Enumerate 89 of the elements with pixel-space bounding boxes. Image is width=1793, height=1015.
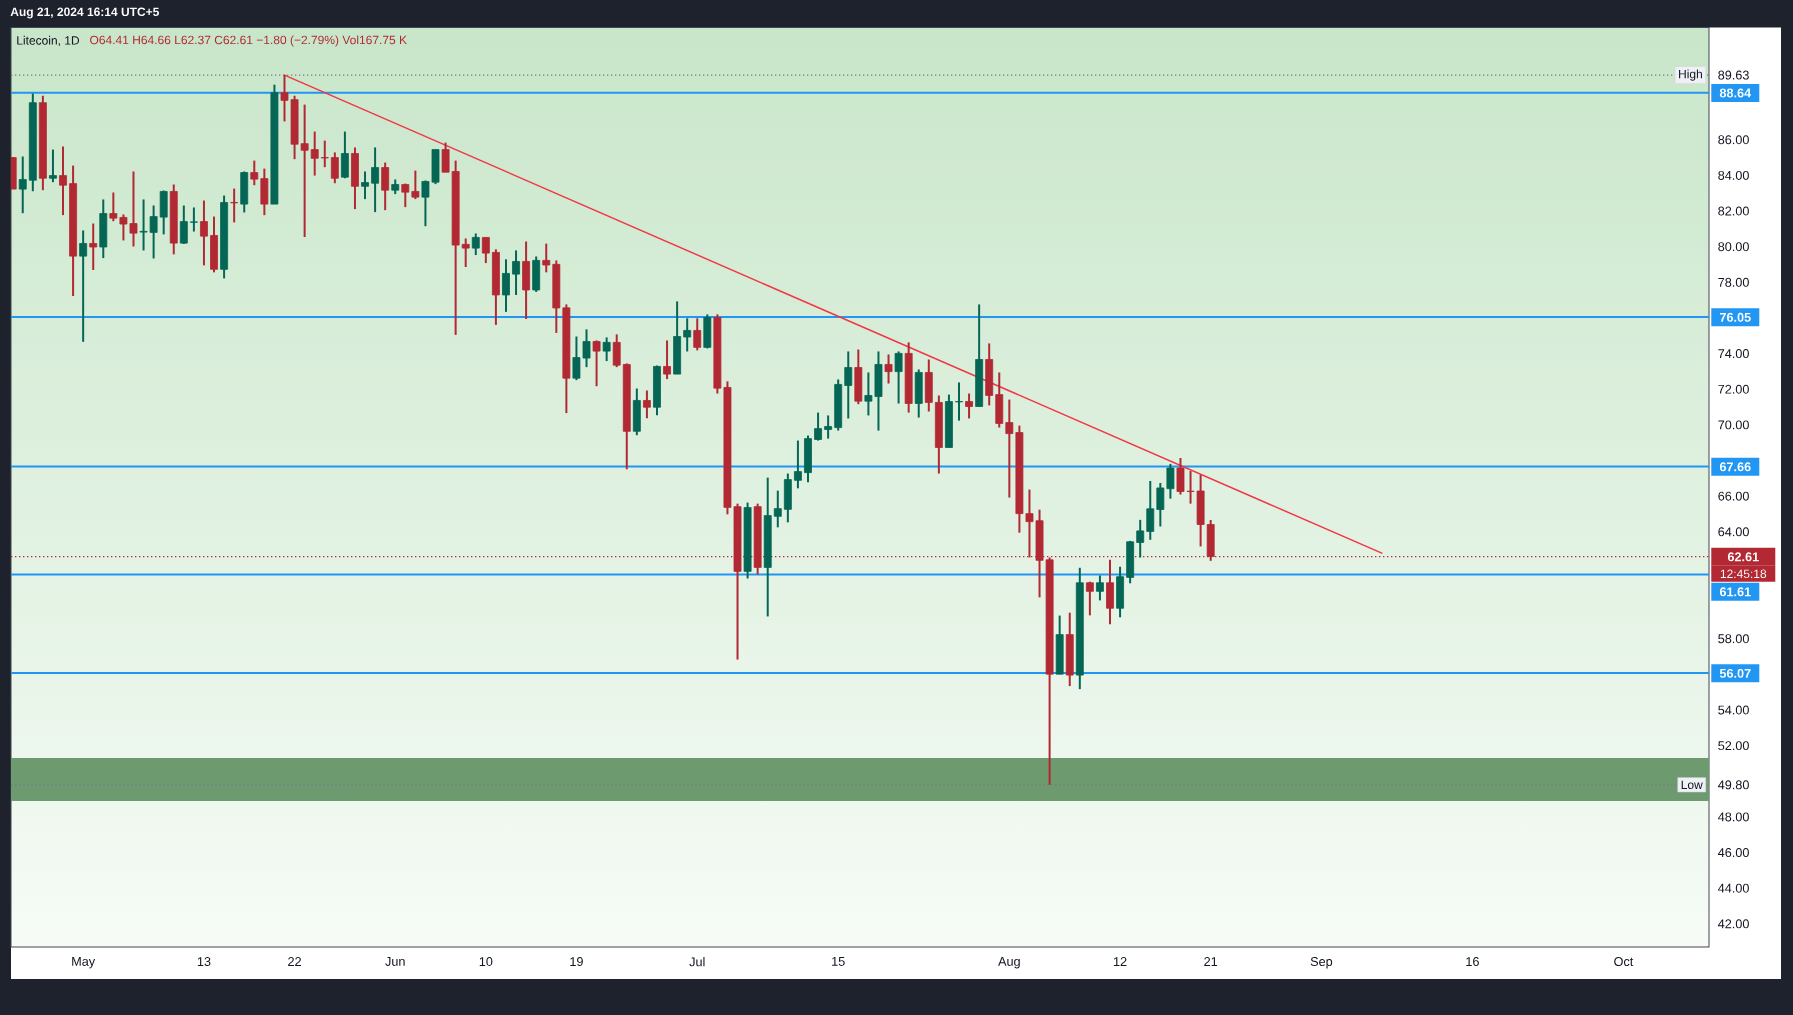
candlestick	[1096, 574, 1104, 602]
y-tick-label: 74.00	[1718, 349, 1749, 359]
candlestick	[894, 350, 903, 405]
y-tick-label: 82.00	[1718, 206, 1749, 216]
candlestick	[642, 389, 651, 420]
x-tick-label: 16	[1466, 957, 1479, 967]
candlestick	[59, 145, 67, 217]
ref-line-label: 76.05	[1719, 312, 1751, 322]
text: Litecoin, 1D	[17, 35, 80, 47]
y-tick-label: 89.63	[1718, 70, 1749, 80]
x-tick-label: 19	[570, 957, 583, 967]
x-tick-label: Jun	[385, 957, 405, 966]
text: O64.41 H64.66 L62.37 C62.61 −1.80 (−2.79%) Vol167.75 K	[90, 35, 407, 47]
candlestick	[502, 258, 510, 313]
candlestick	[230, 187, 239, 224]
candlestick	[965, 392, 973, 420]
candlestick	[512, 249, 520, 296]
y-tick-label: 72.00	[1718, 384, 1749, 394]
y-tick-label: 80.00	[1718, 242, 1749, 252]
annotation: High	[1679, 69, 1702, 81]
x-tick-label: May	[72, 957, 96, 969]
candlestick	[1085, 580, 1094, 617]
y-tick-label: 78.00	[1718, 277, 1749, 287]
candlestick	[1136, 518, 1145, 559]
y-tick-label: 44.00	[1718, 883, 1749, 893]
candlestick	[49, 148, 57, 184]
candlestick	[884, 353, 893, 385]
y-tick-label: 46.00	[1718, 848, 1749, 858]
candlestick	[310, 130, 319, 177]
candlestick	[381, 161, 390, 212]
x-tick-label: 10	[479, 957, 493, 967]
candlestick	[89, 222, 98, 272]
x-tick-label: 12	[1113, 957, 1127, 966]
candlestick	[814, 411, 822, 442]
y-tick-label: 66.00	[1718, 491, 1749, 501]
y-tick-label: 64.00	[1718, 527, 1749, 537]
x-tick-label: Jul	[689, 957, 705, 967]
ref-line-label: 61.61	[1719, 587, 1751, 597]
y-tick-label: 52.00	[1718, 741, 1749, 751]
x-tick-label: 13	[197, 957, 211, 967]
candlestick	[471, 232, 480, 257]
candlestick	[542, 242, 551, 274]
y-tick-label: 58.00	[1718, 634, 1749, 644]
candlestick	[773, 489, 782, 529]
candlestick	[18, 155, 27, 215]
candlestick	[844, 350, 853, 420]
y-tick-label: 54.00	[1718, 705, 1749, 715]
annotation: Low	[1681, 780, 1703, 790]
candlestick	[200, 199, 208, 267]
candlestick	[481, 236, 490, 265]
ref-line-label: 62.61	[1727, 552, 1759, 562]
candlestick	[189, 206, 198, 233]
candlestick	[683, 317, 692, 353]
x-tick-label: 22	[288, 957, 301, 966]
y-tick-label: 49.80	[1718, 780, 1749, 790]
candlestick	[340, 130, 349, 180]
y-tick-label: 84.00	[1718, 170, 1749, 180]
text: Aug 21, 2024 16:14 UTC+5	[10, 7, 159, 19]
ref-line-label: 67.66	[1719, 462, 1751, 472]
candlestick	[612, 333, 621, 369]
x-tick-label: Aug	[998, 957, 1020, 969]
candlestick	[824, 414, 833, 440]
ref-line-label: 56.07	[1719, 668, 1751, 678]
x-tick-label: 15	[832, 957, 845, 966]
candlestick	[179, 204, 188, 245]
x-tick-label: Oct	[1614, 957, 1634, 967]
text: 12:45:18	[1720, 569, 1767, 579]
candlestick	[79, 229, 88, 343]
y-tick-label: 70.00	[1718, 420, 1749, 430]
candlestick	[250, 159, 259, 187]
y-tick-label: 48.00	[1718, 812, 1749, 822]
candlestick	[461, 237, 470, 268]
candlestick	[794, 439, 802, 490]
candlestick	[411, 169, 420, 201]
y-tick-label: 42.00	[1718, 919, 1749, 929]
x-tick-label: Sep	[1310, 957, 1333, 969]
candlestick	[592, 339, 601, 388]
candlestick	[320, 139, 329, 169]
candlestick	[663, 339, 671, 381]
ref-line-label: 88.64	[1719, 88, 1752, 98]
candlestick	[693, 317, 702, 352]
candlestick	[361, 170, 369, 201]
candlestick	[371, 146, 380, 214]
candlestick	[955, 381, 963, 422]
y-tick-label: 86.00	[1718, 135, 1749, 145]
candlestick	[330, 151, 339, 185]
x-tick-label: 21	[1204, 957, 1218, 966]
candlestick	[602, 336, 611, 363]
candlestick	[1146, 480, 1155, 541]
